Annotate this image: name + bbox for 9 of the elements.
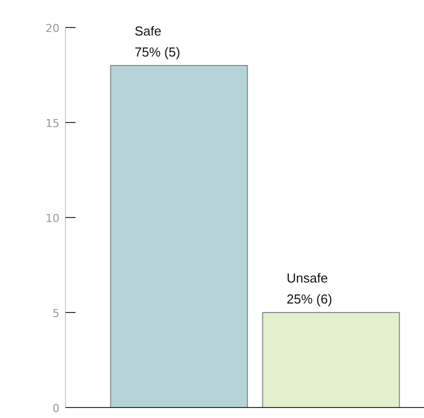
annotation: 75% (5)	[134, 44, 180, 60]
y-tick-label: 15	[46, 116, 60, 130]
y-tick-label: 0	[52, 402, 60, 415]
y-tick-label: 10	[46, 212, 60, 225]
x-tick-label: Unsafe	[286, 270, 328, 286]
x-tick-label: Safe	[134, 23, 162, 38]
annotation: 25% (6)	[286, 291, 332, 306]
y-tick-label: 5	[52, 306, 60, 320]
y-tick-label: 20	[46, 22, 60, 35]
